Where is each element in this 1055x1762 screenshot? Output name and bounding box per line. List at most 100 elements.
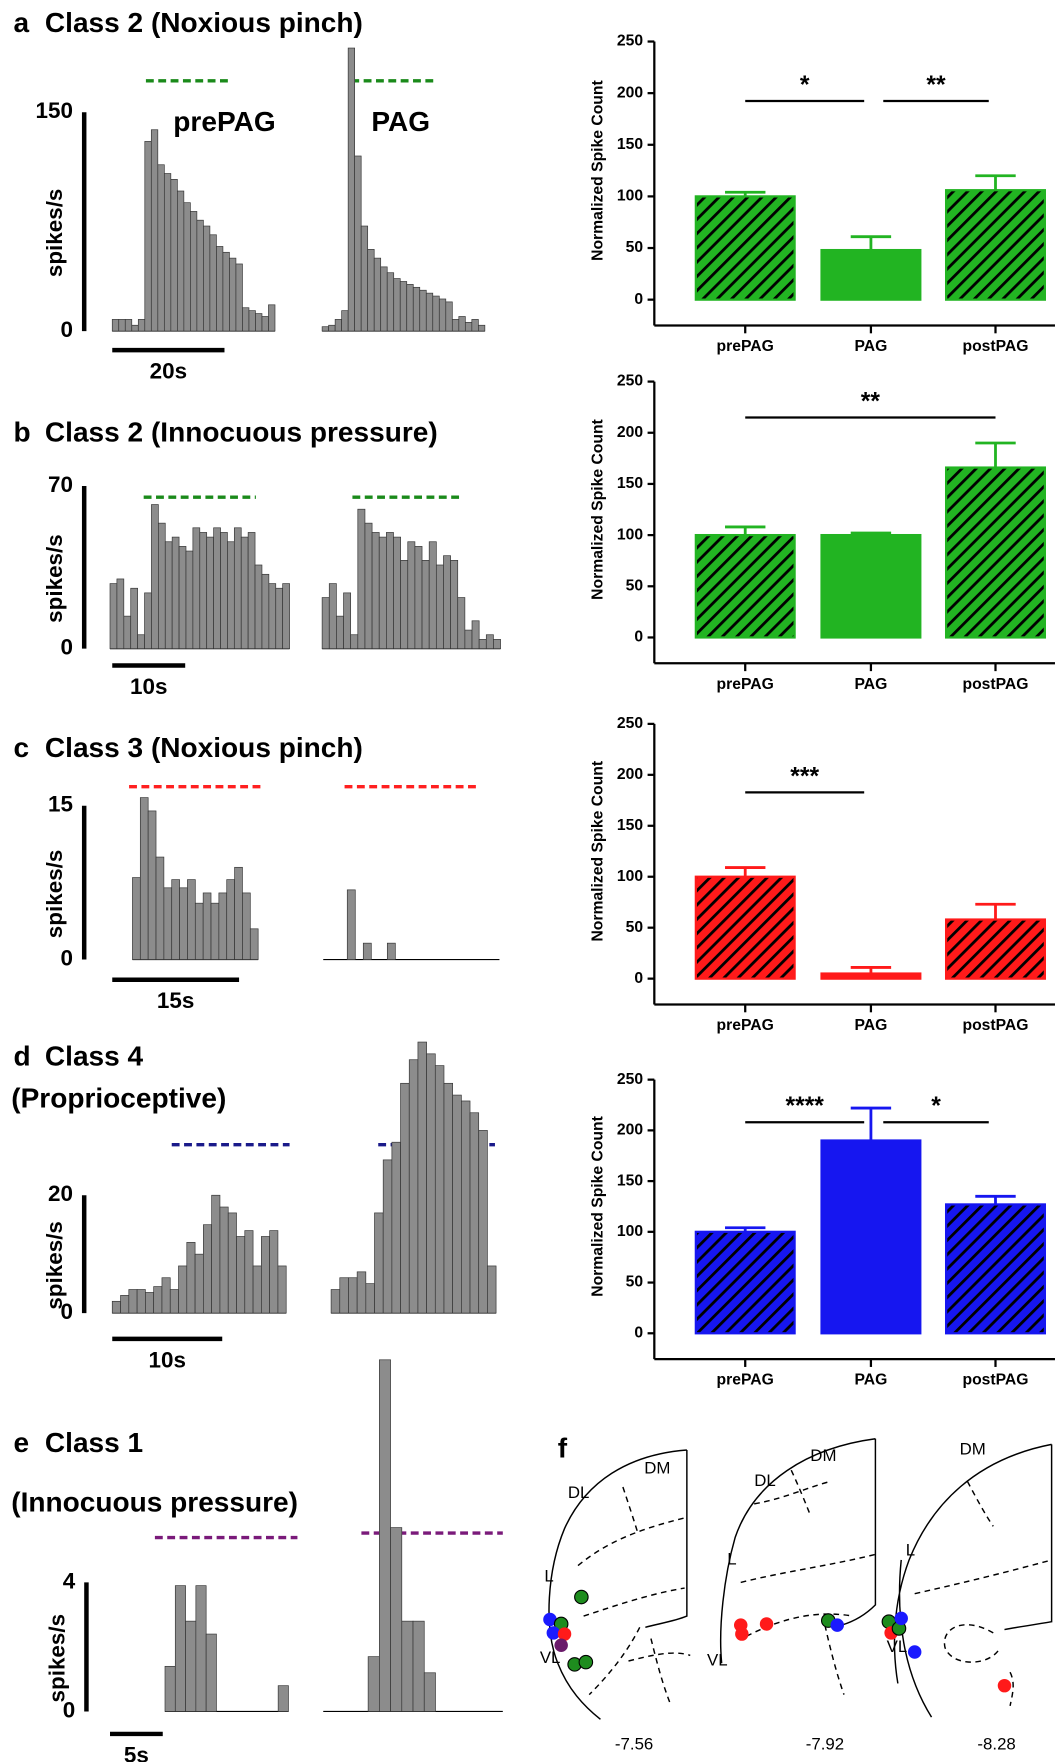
x-tick-label: PAG [854, 338, 887, 355]
histogram-bar [164, 541, 173, 650]
y-tick-label: 0 [634, 629, 643, 646]
histogram-bar [118, 319, 126, 332]
y-tick-label: 150 [617, 136, 643, 153]
bar [944, 1203, 1046, 1335]
histogram-bar [131, 324, 139, 332]
histogram-bar [248, 310, 256, 332]
histogram-bar [171, 536, 180, 650]
histogram-bar [242, 892, 251, 960]
histogram-bar [386, 942, 396, 960]
histogram-bar [321, 326, 329, 332]
y-tick-label: 150 [617, 817, 643, 834]
region-label: DL [568, 1483, 590, 1502]
bar [694, 1230, 796, 1335]
significance-label: * [931, 1093, 941, 1120]
histogram-bar [218, 892, 228, 960]
section-outline [893, 1443, 1053, 1718]
panel-letter: d [13, 1041, 30, 1072]
histogram-bar [348, 1277, 358, 1314]
series-label: prePAG [173, 106, 275, 137]
histogram-bar [205, 1633, 217, 1712]
histogram-bar [428, 541, 437, 650]
histogram-bar [130, 587, 138, 650]
x-tick-label: prePAG [717, 676, 774, 693]
histogram-bar [419, 289, 427, 332]
y-tick-label: 100 [617, 1223, 643, 1240]
site [574, 1589, 589, 1605]
histogram-bar [211, 1194, 221, 1314]
histogram-bar [261, 316, 269, 332]
histogram-bar [445, 301, 453, 332]
significance-label: *** [790, 763, 819, 790]
histogram-bar [269, 1230, 279, 1314]
site [578, 1654, 594, 1670]
atlas-panel: f DL DM L VL -7.56 DL DM L VL -7.92 DM L… [540, 1432, 1053, 1754]
histogram-bar [471, 319, 479, 332]
panel-letter: f [558, 1432, 568, 1463]
y-tick-label: 250 [617, 1071, 643, 1088]
region-label: DL [754, 1471, 776, 1490]
histogram-bar [177, 190, 185, 332]
section-level: -8.28 [977, 1735, 1015, 1754]
y-tick-label: 200 [617, 424, 643, 441]
histogram-bar [356, 1271, 367, 1314]
histogram-bar [451, 319, 460, 332]
x-tick-label: prePAG [717, 338, 774, 355]
histogram-bar [169, 1289, 179, 1314]
histogram-bar [350, 634, 359, 650]
panel-title: (Proprioceptive) [11, 1082, 226, 1113]
histogram-bar [464, 321, 473, 332]
histogram-bar [185, 1620, 197, 1712]
histogram-bar [244, 1230, 254, 1314]
region-label: L [544, 1566, 553, 1585]
y-tick-label: 200 [617, 84, 643, 101]
y-tick-label: 250 [617, 715, 643, 732]
y-tick-label: 0 [634, 970, 643, 987]
series-label: PAG [371, 106, 430, 137]
histogram-bar [414, 546, 423, 650]
y-tick-label: 0 [634, 291, 643, 308]
histogram-bar [458, 316, 466, 332]
region-label: VL [540, 1648, 561, 1667]
y-tick-label: 0 [60, 317, 72, 342]
section-boundary [740, 1469, 876, 1695]
significance-label: * [800, 72, 810, 99]
histogram-bar [116, 578, 125, 650]
y-tick-label: 0 [60, 945, 72, 970]
panel-letter: c [13, 732, 29, 763]
histogram-bar [336, 615, 344, 650]
histogram-bar [227, 1212, 237, 1314]
histogram-bar [178, 1265, 188, 1314]
histogram-bar [234, 866, 243, 960]
histogram-bar [412, 286, 421, 332]
histogram-bar [457, 597, 466, 650]
region-label: L [906, 1540, 915, 1559]
histogram-bar [400, 1082, 410, 1314]
histogram-bar [401, 1620, 414, 1712]
histogram-bar [321, 597, 330, 650]
histogram-bar [247, 532, 256, 650]
histogram-bar [393, 278, 401, 332]
histogram-bar [187, 879, 196, 960]
region-label: DM [960, 1439, 986, 1458]
histogram-bar [379, 1359, 391, 1712]
histogram-bar [485, 634, 494, 650]
y-axis-label: Normalized Spike Count [589, 760, 606, 941]
histogram-bar [426, 1053, 436, 1314]
histogram-bar [261, 1236, 270, 1314]
y-axis-label: spikes/s [42, 534, 67, 623]
panel-letter: b [13, 417, 30, 448]
x-tick-label: postPAG [962, 338, 1028, 355]
histogram-bar [450, 560, 459, 650]
y-axis-label: spikes/s [42, 189, 67, 278]
histogram-bar [137, 319, 146, 332]
scale-bar-label: 10s [130, 674, 167, 699]
histogram-bar [478, 1130, 488, 1314]
histogram-bar [478, 639, 487, 650]
y-tick-label: 200 [617, 1122, 643, 1139]
histogram-bar [434, 1065, 445, 1314]
histogram-bar [190, 211, 198, 332]
histogram-bar [328, 583, 337, 650]
histogram-bar [150, 129, 159, 332]
